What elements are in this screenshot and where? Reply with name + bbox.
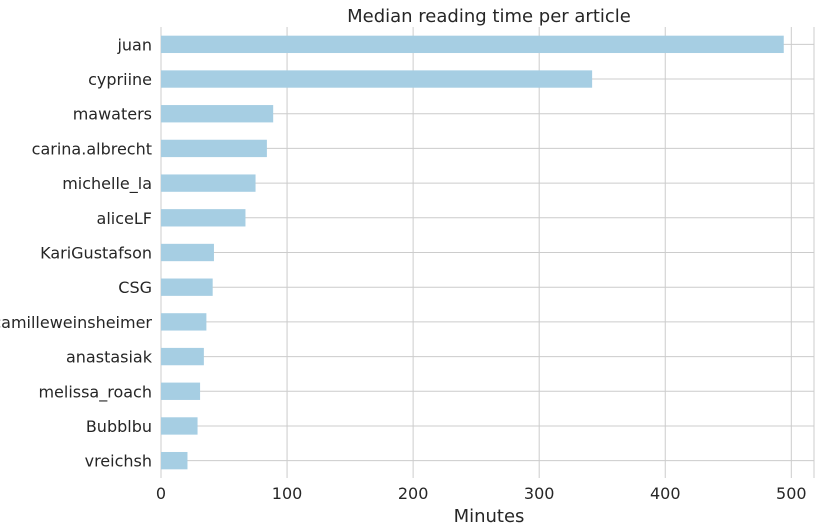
bar-carina.albrecht xyxy=(161,139,267,158)
y-tick-label: cypriine xyxy=(88,70,152,89)
bar-KariGustafson xyxy=(161,243,214,262)
bar-camilleweinsheimer xyxy=(161,313,207,331)
bar-cypriine xyxy=(161,70,593,88)
y-tick-label: Bubblbu xyxy=(86,417,152,436)
bar-michelle_la xyxy=(161,174,256,192)
y-tick-labels: juan cypriine mawaters carina.albrecht miche… xyxy=(0,35,153,470)
x-tick-label: 100 xyxy=(272,484,303,503)
bar-Bubblbu xyxy=(161,417,198,435)
bar-melissa_roach xyxy=(161,382,201,400)
y-tick-label: mawaters xyxy=(73,105,152,124)
x-axis-label: Minutes xyxy=(454,506,525,527)
y-tick-label: michelle_la xyxy=(62,174,152,194)
y-tick-label: juan xyxy=(116,35,152,54)
bar-juan xyxy=(161,35,784,54)
x-tick-label: 0 xyxy=(156,484,166,503)
x-tick-label: 400 xyxy=(650,484,681,503)
bar-CSG xyxy=(161,278,213,296)
y-tick-label: camilleweinsheimer xyxy=(0,313,152,332)
bar-mawaters xyxy=(161,105,274,123)
x-tick-label: 300 xyxy=(524,484,555,503)
x-tick-label: 500 xyxy=(776,484,807,503)
y-tick-label: aliceLF xyxy=(97,209,152,228)
y-tick-label: melissa_roach xyxy=(38,382,152,402)
x-tick-label: 200 xyxy=(398,484,429,503)
y-tick-label: vreichsh xyxy=(85,452,152,471)
bar-aliceLF xyxy=(161,209,246,227)
bar-anastasiak xyxy=(161,347,204,366)
y-tick-label: CSG xyxy=(118,278,152,297)
y-tick-label: KariGustafson xyxy=(40,244,152,263)
y-tick-label: anastasiak xyxy=(66,348,153,367)
y-tick-label: carina.albrecht xyxy=(32,139,152,158)
bar-vreichsh xyxy=(161,451,188,470)
bar-layer xyxy=(161,35,784,470)
chart-title: Median reading time per article xyxy=(347,6,631,27)
grid-layer xyxy=(160,27,815,478)
x-tick-labels: 0 100 200 300 400 500 xyxy=(156,484,807,503)
